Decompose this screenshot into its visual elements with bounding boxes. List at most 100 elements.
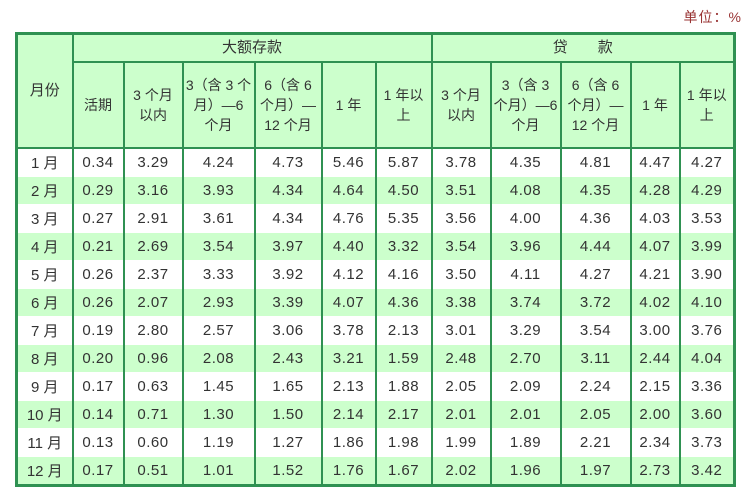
rate-cell: 3.54: [181, 232, 256, 261]
rate-cell: 2.73: [629, 456, 681, 486]
rate-cell: 0.96: [122, 344, 184, 373]
rate-cell: 0.14: [71, 400, 125, 429]
month-cell: 5 月: [15, 260, 74, 289]
rates-table: 月份 大额存款 贷 款 活期 3 个月以内 3（含 3 个月）—6 个月 6（含 6 …: [15, 32, 736, 487]
rate-cell: 4.35: [489, 148, 562, 177]
rate-cell: 1.27: [253, 428, 323, 457]
rate-cell: 1.67: [374, 456, 433, 486]
rate-cell: 1.45: [181, 372, 256, 401]
rate-cell: 0.60: [122, 428, 184, 457]
rate-cell: 1.88: [374, 372, 433, 401]
rate-cell: 0.51: [122, 456, 184, 486]
column-header-row: 活期 3 个月以内 3（含 3 个月）—6 个月 6（含 6 个月）—12 个月 1 年…: [17, 62, 736, 149]
rate-column-header: 3（含 3 个月）—6 个月: [489, 62, 562, 149]
rate-cell: 0.17: [71, 456, 125, 486]
rate-column-header: 6（含 6 个月）—12 个月: [559, 62, 632, 149]
rate-cell: 5.87: [374, 148, 433, 177]
month-cell: 2 月: [15, 176, 74, 205]
rate-cell: 1.65: [253, 372, 323, 401]
rate-cell: 0.29: [71, 176, 125, 205]
rate-cell: 3.38: [430, 288, 492, 317]
rate-column-header: 1 年: [320, 62, 377, 149]
rate-cell: 0.26: [71, 288, 125, 317]
rate-cell: 4.73: [253, 148, 323, 177]
rate-cell: 4.16: [374, 260, 433, 289]
rate-cell: 4.07: [629, 232, 681, 261]
rate-cell: 3.93: [181, 176, 256, 205]
rate-cell: 2.13: [374, 316, 433, 345]
rate-cell: 3.73: [678, 428, 736, 457]
rate-cell: 0.13: [71, 428, 125, 457]
rate-cell: 3.16: [122, 176, 184, 205]
rate-cell: 2.17: [374, 400, 433, 429]
rate-cell: 5.46: [320, 148, 377, 177]
table-row: 11 月 0.13 0.60 1.19 1.27 1.86 1.98 1.99 1.89 2.21…: [15, 428, 736, 457]
rate-cell: 4.36: [559, 204, 632, 233]
rate-cell: 3.74: [489, 288, 562, 317]
rate-cell: 2.01: [489, 400, 562, 429]
rate-cell: 3.56: [430, 204, 492, 233]
rate-cell: 3.06: [253, 316, 323, 345]
rate-cell: 0.17: [71, 372, 125, 401]
rate-cell: 3.90: [678, 260, 736, 289]
rate-column-header: 1 年: [629, 62, 681, 149]
rate-cell: 3.33: [181, 260, 256, 289]
rate-cell: 3.29: [489, 316, 562, 345]
rate-cell: 0.63: [122, 372, 184, 401]
rate-cell: 1.98: [374, 428, 433, 457]
rate-cell: 4.40: [320, 232, 377, 261]
rate-cell: 1.59: [374, 344, 433, 373]
rate-cell: 3.29: [122, 148, 184, 177]
rate-cell: 4.35: [559, 176, 632, 205]
loan-group-header: 贷 款: [430, 33, 736, 63]
rate-cell: 1.96: [489, 456, 562, 486]
rate-cell: 3.78: [430, 148, 492, 177]
rate-cell: 4.29: [678, 176, 736, 205]
month-cell: 6 月: [15, 288, 74, 317]
rate-cell: 4.28: [629, 176, 681, 205]
rate-cell: 2.24: [559, 372, 632, 401]
rate-cell: 4.10: [678, 288, 736, 317]
rate-cell: 1.89: [489, 428, 562, 457]
deposit-group-header: 大额存款: [71, 33, 433, 63]
table-row: 7 月 0.19 2.80 2.57 3.06 3.78 2.13 3.01 3.29 3.54 3…: [15, 316, 736, 345]
rate-column-header: 6（含 6 个月）—12 个月: [253, 62, 323, 149]
rate-cell: 1.76: [320, 456, 377, 486]
unit-label: 单位：%: [683, 9, 742, 25]
rate-cell: 4.27: [678, 148, 736, 177]
rate-column-header: 活期: [71, 62, 125, 149]
rate-cell: 3.60: [678, 400, 736, 429]
rate-cell: 0.71: [122, 400, 184, 429]
rate-cell: 3.51: [430, 176, 492, 205]
rate-cell: 4.34: [253, 204, 323, 233]
rate-cell: 3.53: [678, 204, 736, 233]
rate-cell: 3.92: [253, 260, 323, 289]
rate-cell: 3.54: [559, 316, 632, 345]
rate-cell: 2.57: [181, 316, 256, 345]
rate-cell: 4.21: [629, 260, 681, 289]
table-row: 9 月 0.17 0.63 1.45 1.65 2.13 1.88 2.05 2.09 2.24 2…: [15, 372, 736, 401]
rate-cell: 4.36: [374, 288, 433, 317]
rate-cell: 4.64: [320, 176, 377, 205]
rate-column-header: 3 个月以内: [430, 62, 492, 149]
rate-cell: 2.21: [559, 428, 632, 457]
month-column-header: 月份: [15, 33, 74, 149]
rate-cell: 3.32: [374, 232, 433, 261]
rate-cell: 2.48: [430, 344, 492, 373]
rate-cell: 2.93: [181, 288, 256, 317]
rate-cell: 4.00: [489, 204, 562, 233]
rate-cell: 3.39: [253, 288, 323, 317]
rate-cell: 4.81: [559, 148, 632, 177]
rate-cell: 3.78: [320, 316, 377, 345]
rate-cell: 3.50: [430, 260, 492, 289]
rate-cell: 2.05: [430, 372, 492, 401]
month-cell: 10 月: [15, 400, 74, 429]
table-row: 3 月 0.27 2.91 3.61 4.34 4.76 5.35 3.56 4.00 4.36 4…: [15, 204, 736, 233]
rate-cell: 2.43: [253, 344, 323, 373]
rate-cell: 1.01: [181, 456, 256, 486]
rate-cell: 4.02: [629, 288, 681, 317]
rate-cell: 0.20: [71, 344, 125, 373]
table-body: 1 月 0.34 3.29 4.24 4.73 5.46 5.87 3.78 4.35 4.81 4…: [15, 148, 736, 486]
rate-column-header: 3（含 3 个月）—6 个月: [181, 62, 256, 149]
rate-cell: 4.44: [559, 232, 632, 261]
